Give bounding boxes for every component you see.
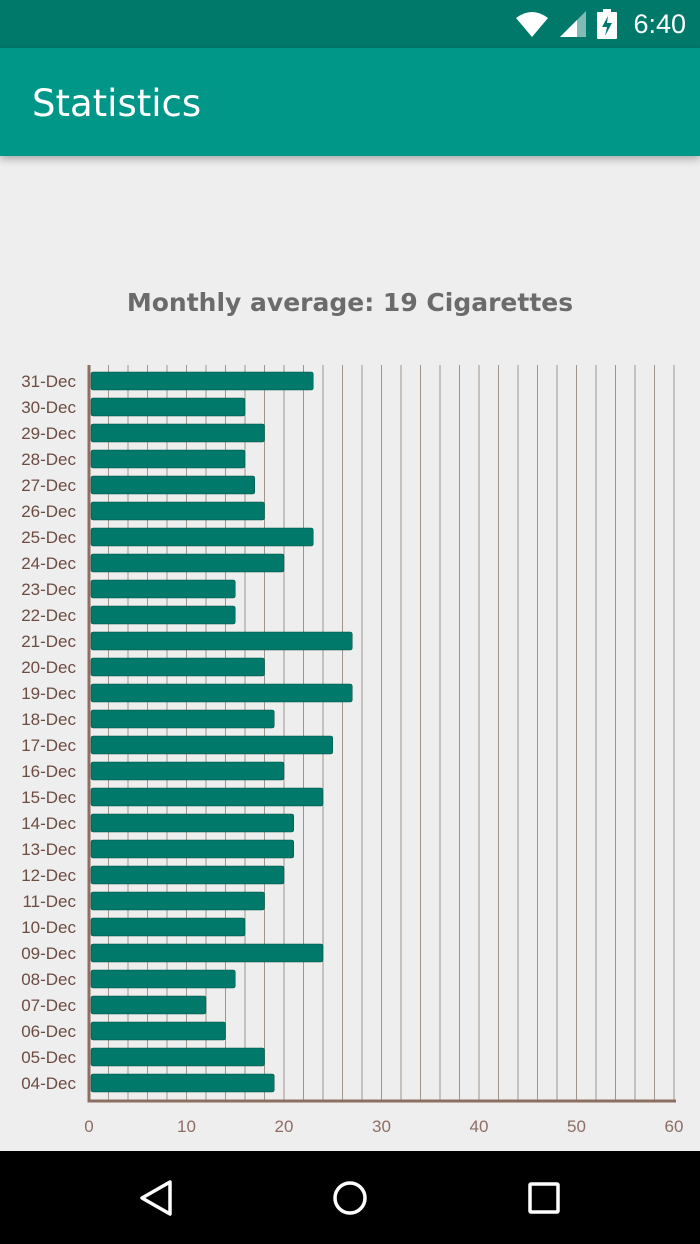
navigation-bar	[0, 1151, 700, 1244]
category-label: 27-Dec	[21, 476, 76, 495]
category-label: 26-Dec	[21, 502, 76, 521]
category-label: 08-Dec	[21, 970, 76, 989]
x-tick-label: 30	[372, 1117, 391, 1136]
bar	[90, 813, 294, 833]
category-label: 15-Dec	[21, 788, 76, 807]
bar	[90, 891, 265, 911]
bar	[90, 631, 353, 651]
page-title: Statistics	[32, 82, 202, 125]
category-label: 07-Dec	[21, 996, 76, 1015]
bar	[90, 1073, 275, 1093]
bar	[90, 371, 314, 391]
category-label: 14-Dec	[21, 814, 76, 833]
category-label: 13-Dec	[21, 840, 76, 859]
category-label: 22-Dec	[21, 606, 76, 625]
back-icon	[140, 1179, 172, 1216]
bar	[90, 995, 207, 1015]
x-tick-label: 0	[84, 1117, 93, 1136]
bar	[90, 735, 333, 755]
category-label: 11-Dec	[22, 892, 76, 911]
bar	[90, 449, 246, 469]
category-label: 25-Dec	[21, 528, 76, 547]
bar	[90, 657, 265, 677]
status-time: 6:40	[633, 8, 686, 39]
category-label: 06-Dec	[21, 1022, 76, 1041]
x-tick-label: 20	[275, 1117, 294, 1136]
bar	[90, 423, 265, 443]
signal-icon	[560, 11, 587, 37]
category-label: 12-Dec	[21, 866, 76, 885]
x-tick-label: 60	[665, 1117, 684, 1136]
bar	[90, 1021, 226, 1041]
status-bar: 6:40	[0, 0, 700, 48]
wifi-icon	[516, 12, 549, 37]
category-label: 23-Dec	[21, 580, 76, 599]
back-button[interactable]	[106, 1151, 206, 1244]
category-label: 05-Dec	[21, 1048, 76, 1067]
category-label: 28-Dec	[21, 450, 76, 469]
category-label: 09-Dec	[21, 944, 76, 963]
bar	[90, 839, 294, 859]
recents-icon	[528, 1181, 560, 1214]
bar	[90, 475, 255, 495]
category-label: 18-Dec	[21, 710, 76, 729]
bar	[90, 787, 324, 807]
bar	[90, 501, 265, 521]
bar	[90, 553, 285, 573]
bar	[90, 527, 314, 547]
category-label: 17-Dec	[21, 736, 76, 755]
home-icon	[333, 1180, 367, 1215]
category-label: 10-Dec	[21, 918, 76, 937]
x-tick-label: 50	[567, 1117, 586, 1136]
home-button[interactable]	[300, 1151, 400, 1244]
category-label: 29-Dec	[21, 424, 76, 443]
app-bar: Statistics	[0, 48, 700, 156]
category-label: 19-Dec	[21, 684, 76, 703]
category-label: 04-Dec	[21, 1074, 76, 1093]
category-label: 31-Dec	[21, 372, 76, 391]
bar-chart: 31-Dec 30-Dec 29-Dec 28-Dec 27-Dec 26-Dec 25-D…	[21, 365, 684, 1136]
bar	[90, 397, 246, 417]
category-label: 21-Dec	[21, 632, 76, 651]
bar	[90, 1047, 265, 1067]
bar	[90, 605, 236, 625]
bar	[90, 683, 353, 703]
bar	[90, 943, 324, 963]
bar	[90, 969, 236, 989]
bar	[90, 865, 285, 885]
category-label: 24-Dec	[21, 554, 76, 573]
x-tick-label: 40	[470, 1117, 489, 1136]
bar	[90, 579, 236, 599]
recents-button[interactable]	[494, 1151, 594, 1244]
bar	[90, 761, 285, 781]
x-tick-label: 10	[177, 1117, 196, 1136]
chart-title: Monthly average: 19 Cigarettes	[126, 288, 574, 317]
bar	[90, 917, 246, 937]
bar	[90, 709, 275, 729]
category-label: 20-Dec	[21, 658, 76, 677]
category-label: 16-Dec	[21, 762, 76, 781]
category-label: 30-Dec	[21, 398, 76, 417]
battery-charging-icon	[597, 9, 618, 39]
